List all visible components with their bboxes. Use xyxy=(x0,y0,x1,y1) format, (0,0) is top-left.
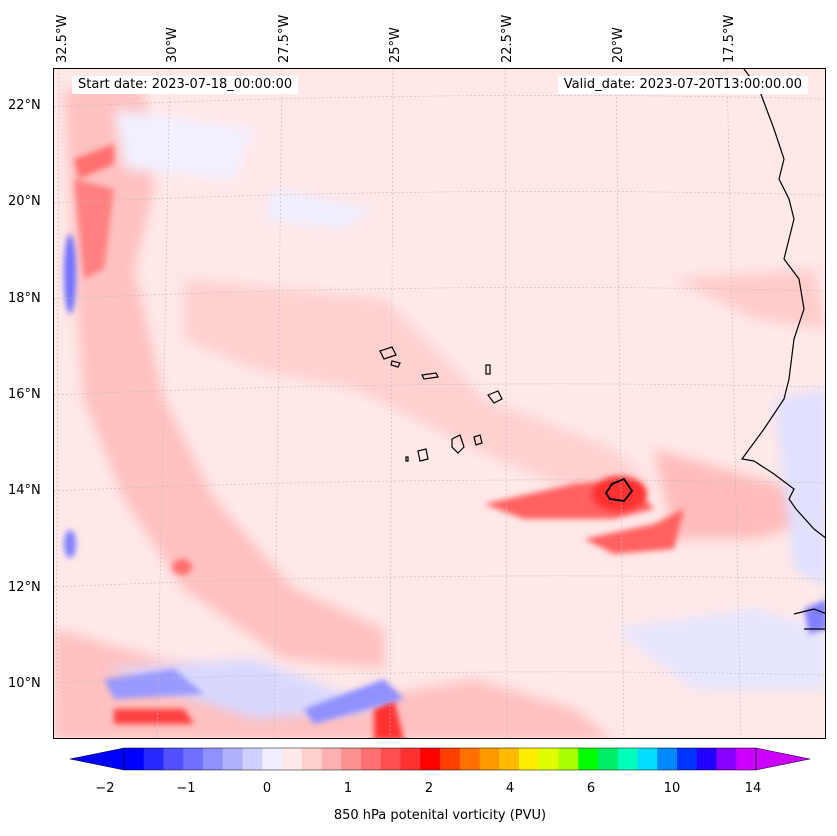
colorbar-tick-neg2: −2 xyxy=(95,781,115,796)
colorbar-cell xyxy=(361,748,382,770)
colorbar-extend-min xyxy=(70,747,125,771)
cape-verde-islands xyxy=(379,346,634,502)
colorbar-cell xyxy=(538,748,559,770)
colorbar-tick-1: 1 xyxy=(343,781,353,796)
lon-label-25w: 25°W xyxy=(388,27,403,63)
colorbar-cell xyxy=(657,748,678,770)
colorbar-cell xyxy=(183,748,204,770)
pv-contours-negative xyxy=(64,234,825,724)
lon-label-20w: 20°W xyxy=(611,27,626,63)
lat-label-10n: 10°N xyxy=(8,676,41,691)
colorbar-tick-0: 0 xyxy=(262,781,272,796)
colorbar-cell xyxy=(262,748,283,770)
colorbar-cell xyxy=(380,748,401,770)
colorbar-cell xyxy=(321,748,342,770)
colorbar-cells xyxy=(124,748,757,770)
colorbar-tick-14: 14 xyxy=(744,781,762,796)
coastline xyxy=(740,69,825,630)
colorbar-cell xyxy=(143,748,164,770)
colorbar xyxy=(70,747,810,771)
lat-label-14n: 14°N xyxy=(8,483,41,498)
lat-label-16n: 16°N xyxy=(8,387,41,402)
colorbar-cell xyxy=(736,748,757,770)
colorbar-cell xyxy=(400,748,421,770)
colorbar-tick-4: 4 xyxy=(505,781,515,796)
lat-label-22n: 22°N xyxy=(8,98,41,113)
colorbar-cell xyxy=(222,748,243,770)
colorbar-cell xyxy=(637,748,658,770)
colorbar-cell xyxy=(558,748,579,770)
lon-label-27-5w: 27.5°W xyxy=(277,14,292,63)
lat-label-12n: 12°N xyxy=(8,580,41,595)
colorbar-cell xyxy=(440,748,461,770)
lon-label-32-5w: 32.5°W xyxy=(55,14,70,63)
colorbar-cell xyxy=(163,748,184,770)
colorbar-tick-neg1: −1 xyxy=(176,781,196,796)
lat-label-18n: 18°N xyxy=(8,291,41,306)
lon-label-30w: 30°W xyxy=(165,27,180,63)
colorbar-cell xyxy=(242,748,263,770)
colorbar-cell xyxy=(499,748,520,770)
valid-date-label: Valid_date: 2023-07-20T13:00:00.00 xyxy=(557,76,808,94)
pv-contours-strong xyxy=(74,144,684,738)
colorbar-cell xyxy=(578,748,599,770)
colorbar-extend-max xyxy=(755,747,810,771)
colorbar-tick-6: 6 xyxy=(586,781,596,796)
colorbar-cell xyxy=(341,748,362,770)
pv-contours-moderate xyxy=(54,89,825,738)
colorbar-cell xyxy=(282,748,303,770)
colorbar-cell xyxy=(617,748,638,770)
colorbar-cell xyxy=(696,748,717,770)
colorbar-tick-10: 10 xyxy=(663,781,681,796)
colorbar-cell xyxy=(479,748,500,770)
lon-label-17-5w: 17.5°W xyxy=(722,14,737,63)
colorbar-cell xyxy=(420,748,441,770)
map-plot-area[interactable] xyxy=(53,68,826,739)
colorbar-cell xyxy=(301,748,322,770)
lat-label-20n: 20°N xyxy=(8,194,41,209)
start-date-label: Start date: 2023-07-18_00:00:00 xyxy=(72,76,299,94)
colorbar-cell xyxy=(519,748,540,770)
colorbar-tick-2: 2 xyxy=(424,781,434,796)
pv-field-map xyxy=(54,69,825,738)
colorbar-cell xyxy=(124,748,145,770)
colorbar-cell xyxy=(716,748,737,770)
colorbar-cell xyxy=(203,748,224,770)
lon-label-22-5w: 22.5°W xyxy=(500,14,515,63)
colorbar-cell xyxy=(459,748,480,770)
colorbar-cell xyxy=(677,748,698,770)
colorbar-label: 850 hPa potenital vorticity (PVU) xyxy=(333,808,547,823)
colorbar-cell xyxy=(598,748,619,770)
